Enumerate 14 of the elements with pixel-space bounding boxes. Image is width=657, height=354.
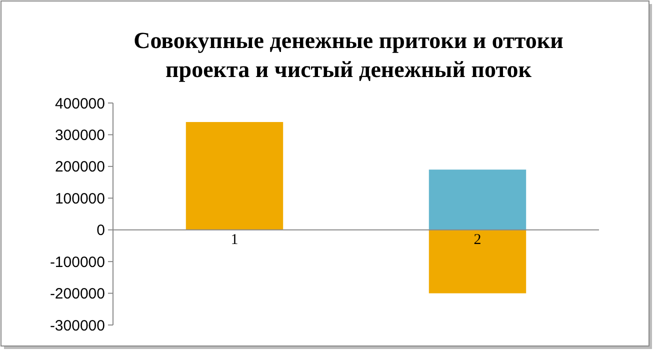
y-tick-label: -200000 xyxy=(50,286,105,303)
bar xyxy=(428,170,526,230)
y-tick-label: 400000 xyxy=(54,95,105,112)
y-tick-label: 200000 xyxy=(54,158,105,176)
x-tick-label: 1 xyxy=(230,232,238,248)
y-tick-label: -300000 xyxy=(50,317,105,334)
y-tick-label: 0 xyxy=(96,222,105,240)
chart-title: Совокупные денежные притоки и оттоки проекта и чистый денежный поток xyxy=(134,28,564,82)
bar xyxy=(186,122,284,230)
y-tick-label: -100000 xyxy=(50,254,105,271)
x-tick-label: 2 xyxy=(474,232,482,248)
bar xyxy=(428,230,526,294)
y-tick-label: 300000 xyxy=(54,126,105,144)
y-tick-label: 100000 xyxy=(54,190,105,208)
